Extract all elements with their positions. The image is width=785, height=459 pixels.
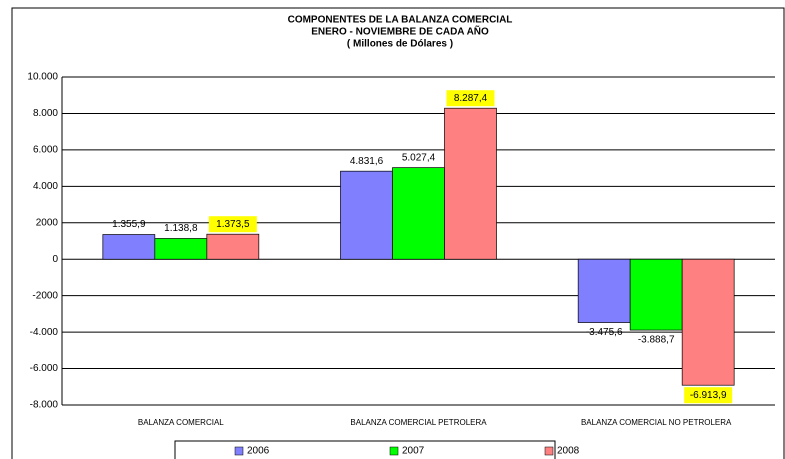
legend-label: 2008 [557,446,580,457]
y-tick-label: -4.000 [30,327,59,338]
y-tick-label: 2000 [36,217,59,228]
legend-box [174,440,556,459]
bar [102,234,156,260]
y-tick-label: 8.000 [33,108,58,119]
y-tick-label: 4.000 [33,181,58,192]
chart-unit: ( Millones de Dólares ) [347,39,453,50]
y-tick-label: 0 [52,254,58,265]
value-label: 1.373,5 [216,219,250,230]
value-label: -3.475,6 [586,327,623,338]
x-tick-label: BALANZA COMERCIAL NO PETROLERA [581,418,732,427]
chart-subtitle: ENERO - NOVIEMBRE DE CADA AÑO [311,25,489,38]
y-tick-label: 10.000 [27,72,58,83]
y-tick-label: -8.000 [30,400,59,411]
bar [206,233,260,260]
bar [444,107,497,260]
value-label: 1.355,9 [112,219,146,230]
x-tick-label: BALANZA COMERCIAL PETROLERA [350,418,487,427]
y-tick-label: 6.000 [33,145,58,156]
bar [681,258,735,386]
value-label: -3.888,7 [638,335,675,346]
legend-swatch [234,446,244,456]
value-label: 1.138,8 [164,223,198,234]
bar [577,258,631,323]
legend-swatch [389,446,399,456]
x-tick-label: BALANZA COMERCIAL [138,418,224,427]
bar [154,238,208,260]
value-label-bg [684,387,733,404]
value-label: 8.287,4 [454,93,488,104]
value-label-bg [446,90,495,107]
bar [392,167,445,260]
bar [340,170,393,260]
value-label: -6.913,9 [690,390,727,401]
y-tick-label: -6.000 [30,363,59,374]
value-label: 5.027,4 [402,152,436,163]
bar [629,258,683,331]
chart-title: COMPONENTES DE LA BALANZA COMERCIAL [288,15,513,26]
y-tick-label: -2000 [32,290,58,301]
value-label-bg [208,216,257,233]
legend-label: 2007 [402,446,425,457]
legend-label: 2006 [247,446,270,457]
value-label: 4.831,6 [350,156,384,167]
legend-swatch [544,446,554,456]
